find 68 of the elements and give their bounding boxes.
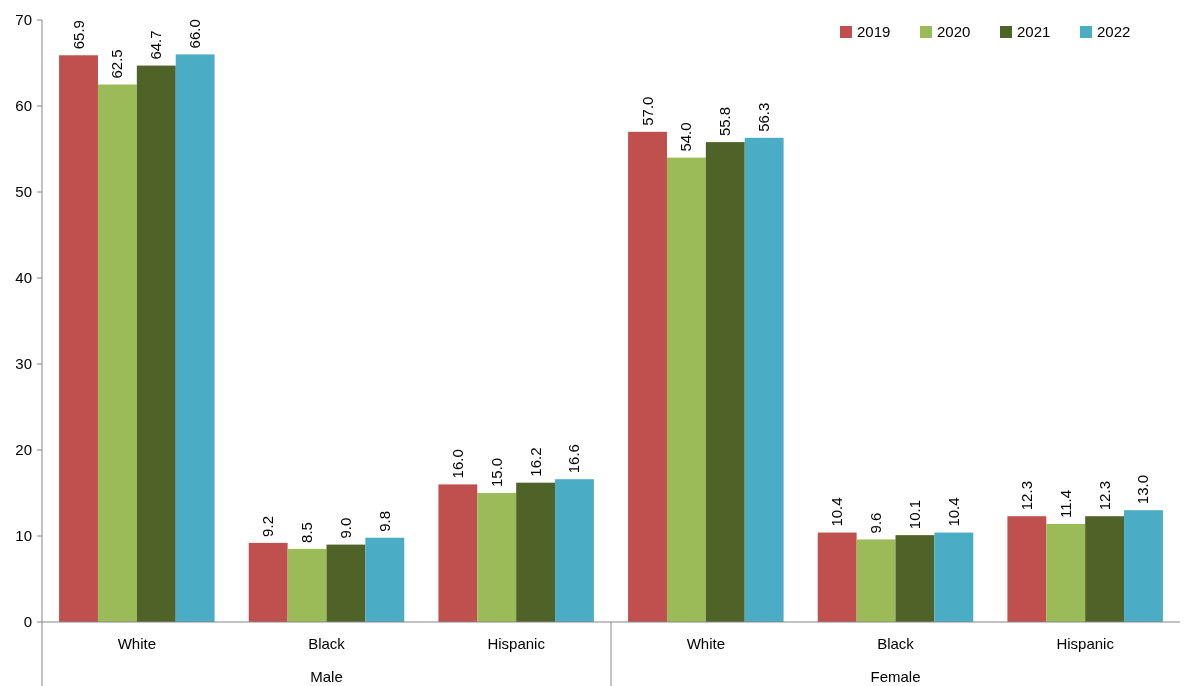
bar — [1046, 523, 1086, 622]
bar — [856, 539, 896, 622]
y-tick-label: 10 — [15, 527, 32, 545]
bar — [628, 131, 667, 622]
bar — [744, 137, 784, 622]
data-label: 16.0 — [448, 449, 466, 479]
data-label: 8.5 — [298, 522, 316, 543]
x-tick-label: Hispanic — [1056, 635, 1115, 652]
data-label: 10.1 — [905, 499, 923, 530]
data-label: 64.7 — [147, 30, 165, 60]
y-tick-label: 40 — [15, 269, 32, 287]
bar — [365, 537, 405, 622]
x-tick-label: Black — [308, 635, 346, 652]
y-tick-label: 50 — [15, 183, 32, 201]
bar — [59, 55, 98, 622]
data-label: 16.2 — [526, 447, 544, 477]
data-label: 9.2 — [259, 516, 277, 537]
bar — [516, 482, 556, 622]
y-tick-label: 20 — [15, 441, 32, 459]
data-label: 16.6 — [565, 444, 583, 474]
bar — [666, 157, 706, 622]
bar — [1085, 516, 1125, 622]
data-label: 9.8 — [375, 510, 393, 532]
bar — [817, 532, 857, 622]
y-tick-label: 0 — [23, 613, 32, 631]
data-label: 10.4 — [828, 497, 846, 527]
data-label: 54.0 — [677, 122, 695, 152]
data-label: 65.9 — [69, 20, 87, 50]
x-tick-label: Hispanic — [487, 635, 546, 652]
bar — [287, 548, 327, 622]
bar — [477, 493, 517, 622]
bar — [1124, 510, 1163, 622]
bar — [438, 484, 478, 622]
data-label: 62.5 — [108, 49, 126, 79]
x-tick-label: White — [686, 635, 726, 652]
y-tick-label: 70 — [15, 11, 32, 29]
legend-label: 2019 — [857, 23, 891, 41]
legend-label: 2022 — [1097, 23, 1131, 41]
bar — [1007, 516, 1047, 622]
data-label: 11.4 — [1056, 489, 1074, 518]
bar — [934, 532, 974, 622]
bar — [895, 535, 935, 622]
y-tick-label: 30 — [15, 355, 32, 373]
bar — [248, 542, 288, 622]
data-label: 56.3 — [755, 102, 773, 132]
bar — [555, 479, 594, 622]
data-label: 9.6 — [867, 512, 885, 534]
data-label: 13.0 — [1134, 475, 1152, 505]
x-tick-label: Black — [877, 635, 915, 652]
data-label: 15.0 — [487, 457, 505, 487]
data-label: 12.3 — [1017, 481, 1035, 511]
bar — [136, 65, 176, 622]
data-label: 57.0 — [638, 96, 656, 126]
bar — [97, 84, 137, 622]
bar — [326, 544, 366, 622]
bar — [705, 142, 745, 622]
x-tick-label: White — [117, 635, 157, 652]
legend-label: 2020 — [937, 23, 971, 41]
data-label: 66.0 — [186, 19, 204, 49]
text: Male — [310, 668, 343, 685]
text: Female — [870, 668, 921, 685]
bar — [175, 54, 215, 622]
y-tick-label: 60 — [15, 97, 32, 115]
data-label: 9.0 — [336, 517, 354, 539]
data-label: 12.3 — [1095, 481, 1113, 511]
data-label: 10.4 — [944, 497, 962, 527]
legend-label: 2021 — [1017, 23, 1051, 41]
data-label: 55.8 — [716, 106, 734, 137]
